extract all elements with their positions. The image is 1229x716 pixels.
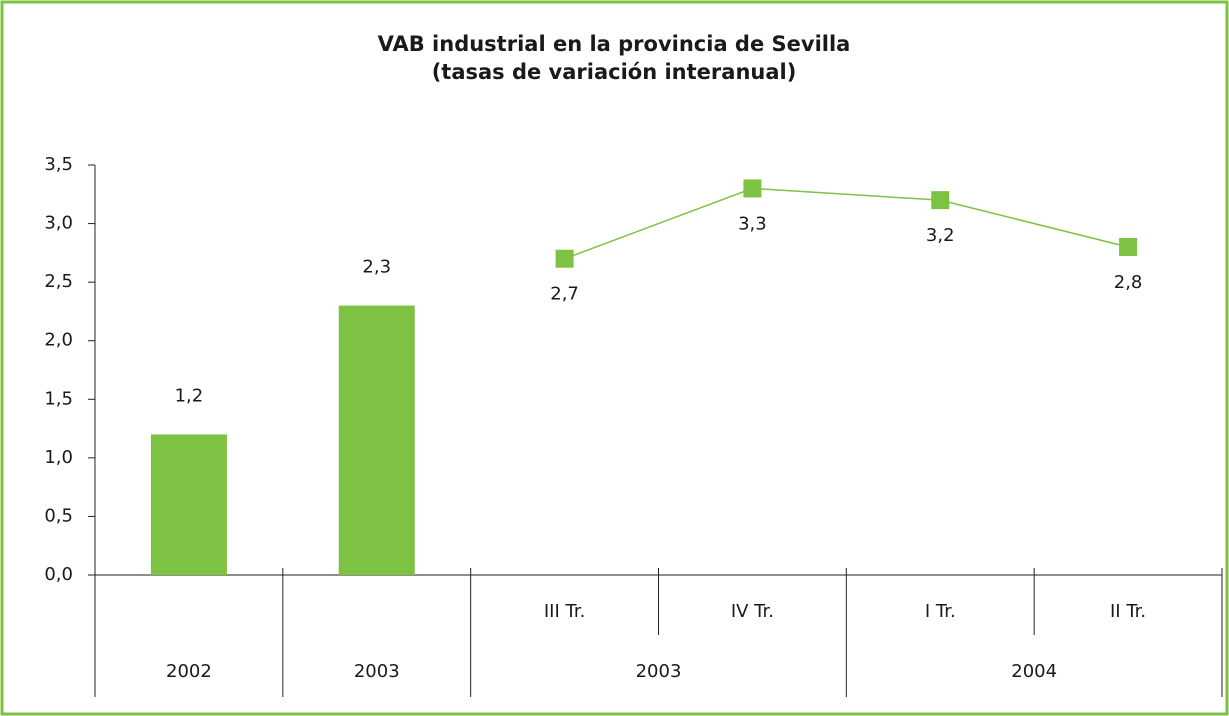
group-label: 2002 [166, 661, 212, 682]
marker [743, 179, 762, 198]
chart-title: VAB industrial en la provincia de Sevill… [378, 32, 851, 56]
group-label: 2004 [1011, 661, 1057, 682]
x-tick-label: IV Tr. [731, 601, 774, 622]
y-tick-label: 3,0 [44, 213, 73, 234]
x-tick-label: III Tr. [544, 601, 585, 622]
data-label: 2,7 [550, 284, 579, 305]
y-tick-label: 1,5 [44, 388, 73, 409]
line [564, 187, 1129, 260]
chart-subtitle: (tasas de variación interanual) [432, 60, 797, 84]
bar [338, 305, 415, 575]
bar [150, 434, 227, 575]
y-tick-label: 1,0 [44, 447, 73, 468]
y-tick-label: 0,5 [44, 505, 73, 526]
marker [1119, 238, 1138, 256]
y-tick-label: 0,0 [44, 564, 73, 585]
y-tick-label: 2,5 [44, 271, 73, 292]
group-label: 2003 [354, 661, 400, 682]
x-tick-label: I Tr. [925, 601, 956, 622]
data-label: 1,2 [175, 385, 204, 406]
y-tick-label: 2,0 [44, 330, 73, 351]
y-tick-label: 3,5 [44, 154, 73, 175]
data-label: 3,2 [926, 225, 955, 246]
data-label: 2,8 [1114, 272, 1143, 293]
marker [931, 191, 950, 210]
x-tick-label: II Tr. [1110, 601, 1146, 622]
data-label: 2,3 [362, 257, 391, 278]
marker [555, 249, 574, 268]
group-label: 2003 [636, 661, 682, 682]
data-label: 3,3 [738, 213, 767, 234]
